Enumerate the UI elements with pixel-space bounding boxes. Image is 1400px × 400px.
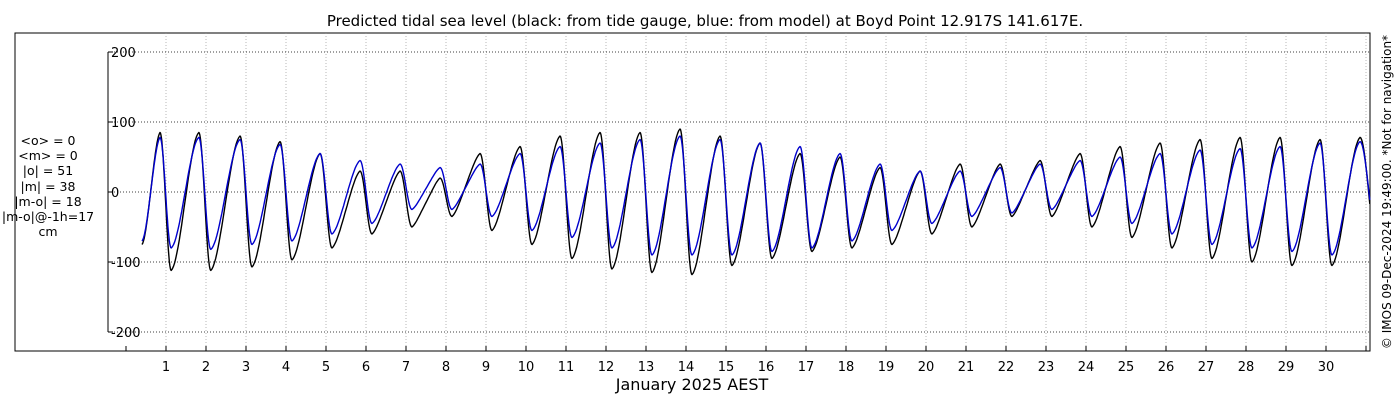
x-tick-label: 20 — [918, 360, 935, 375]
axes — [107, 51, 1367, 351]
stat-abs-model: |m| = 38 — [20, 178, 76, 194]
x-tick-label: 16 — [758, 360, 775, 375]
stat-unit: cm — [38, 224, 58, 240]
x-tick-label: 4 — [282, 360, 290, 375]
x-tick-label: 25 — [1118, 360, 1135, 375]
y-tick-label: -200 — [111, 326, 141, 341]
chart-title: Predicted tidal sea level (black: from t… — [327, 12, 1083, 30]
x-tick-label: 28 — [1238, 360, 1255, 375]
y-tick-label: 0 — [111, 186, 119, 201]
x-tick-label: 10 — [518, 360, 535, 375]
x-tick-label: 24 — [1078, 360, 1095, 375]
series-lines — [141, 128, 1371, 276]
x-tick-label: 18 — [838, 360, 855, 375]
x-tick-label: 19 — [878, 360, 895, 375]
x-tick-label: 6 — [362, 360, 370, 375]
y-tick-label: 200 — [111, 46, 136, 61]
stat-mean-model: <m> = 0 — [18, 148, 78, 164]
y-tick-label: 100 — [111, 116, 136, 131]
x-tick-label: 7 — [402, 360, 410, 375]
x-tick-label: 15 — [718, 360, 735, 375]
x-tick-label: 21 — [958, 360, 975, 375]
plot-frame — [14, 32, 1371, 352]
x-tick-label: 27 — [1198, 360, 1215, 375]
x-tick-label: 22 — [998, 360, 1015, 375]
x-tick-label: 12 — [598, 360, 615, 375]
x-tick-label: 17 — [798, 360, 815, 375]
stat-abs-observed: |o| = 51 — [22, 163, 74, 179]
x-tick-label: 30 — [1318, 360, 1335, 375]
x-tick-label: 1 — [162, 360, 170, 375]
x-axis-label: January 2025 AEST — [615, 375, 769, 394]
grid-lines — [108, 33, 1370, 351]
x-tick-label: 23 — [1038, 360, 1055, 375]
stat-abs-diff-lag: |m-o|@-1h=17 — [1, 209, 95, 225]
footer-note: © IMOS 09-Dec-2024 19:49:00. *Not for na… — [1380, 35, 1394, 349]
x-tick-label: 3 — [242, 360, 250, 375]
x-tick-label: 14 — [678, 360, 695, 375]
x-tick-label: 11 — [558, 360, 575, 375]
x-tick-label: 13 — [638, 360, 655, 375]
stat-abs-diff: |m-o| = 18 — [14, 193, 82, 209]
stat-mean-observed: <o> = 0 — [20, 133, 76, 148]
stats-panel: <o> = 0 <m> = 0 |o| = 51 |m| = 38 |m-o| … — [0, 133, 96, 239]
series-line-model — [141, 135, 1371, 256]
x-tick-label: 8 — [442, 360, 450, 375]
x-tick-label: 5 — [322, 360, 330, 375]
y-tick-label: -100 — [111, 256, 141, 271]
x-tick-label: 9 — [482, 360, 490, 375]
x-tick-label: 26 — [1158, 360, 1175, 375]
x-tick-label: 2 — [202, 360, 210, 375]
x-tick-label: 29 — [1278, 360, 1295, 375]
